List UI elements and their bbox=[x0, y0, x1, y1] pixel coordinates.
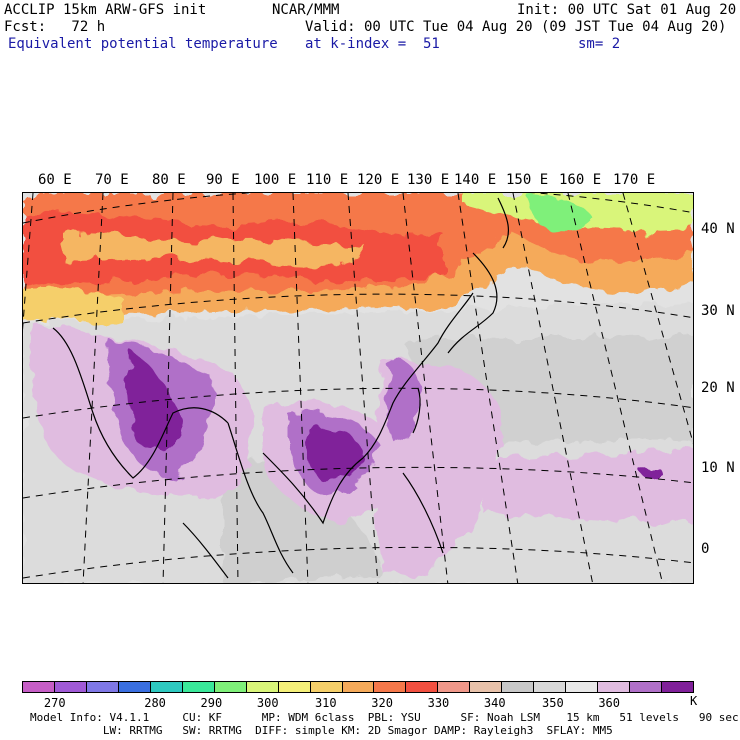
latitude-label: 0 bbox=[701, 541, 710, 557]
longitude-label: 170 E bbox=[613, 172, 656, 188]
longitude-label: 160 E bbox=[559, 172, 602, 188]
colorbar-swatch bbox=[566, 682, 599, 692]
longitude-label: 130 E bbox=[407, 172, 450, 188]
longitude-label: 80 E bbox=[152, 172, 186, 188]
latitude-label: 10 N bbox=[701, 460, 735, 476]
colorbar-swatch bbox=[246, 682, 279, 692]
longitude-label: 100 E bbox=[254, 172, 297, 188]
longitude-label: 120 E bbox=[357, 172, 400, 188]
colorbar-swatch bbox=[470, 682, 503, 692]
level-label: at k-index = 51 bbox=[305, 36, 440, 52]
longitude-label: 150 E bbox=[506, 172, 549, 188]
colorbar-swatch bbox=[118, 682, 151, 692]
colorbar-swatch bbox=[86, 682, 119, 692]
coastlines bbox=[52, 197, 510, 579]
colorbar-swatch bbox=[534, 682, 567, 692]
colorbar-tick-label: 350 bbox=[542, 696, 564, 710]
colorbar-tick-label: 310 bbox=[314, 696, 337, 710]
colorbar-swatch bbox=[150, 682, 183, 692]
colorbar-swatch bbox=[214, 682, 247, 692]
latitude-label: 20 N bbox=[701, 380, 735, 396]
colorbar-swatch bbox=[182, 682, 215, 692]
model-info-line2: LW: RRTMG SW: RRTMG DIFF: simple KM: 2D … bbox=[30, 724, 613, 737]
colorbar-swatch bbox=[630, 682, 663, 692]
colorbar-tick-label: 280 bbox=[144, 696, 166, 710]
colorbar-swatch bbox=[502, 682, 535, 692]
colorbar-swatch bbox=[406, 682, 439, 692]
latitude-label: 30 N bbox=[701, 303, 735, 319]
longitude-label: 90 E bbox=[206, 172, 240, 188]
colorbar-swatch bbox=[438, 682, 471, 692]
model-title: ACCLIP 15km ARW-GFS init bbox=[4, 2, 207, 18]
colorbar-unit: K bbox=[690, 694, 698, 708]
colorbar-tick-label: 290 bbox=[200, 696, 223, 710]
colorbar-tick-label: 340 bbox=[483, 696, 506, 710]
valid-time: Valid: 00 UTC Tue 04 Aug 20 (09 JST Tue … bbox=[305, 19, 727, 35]
colorbar-swatch bbox=[662, 682, 694, 692]
colorbar-tick-label: 270 bbox=[43, 696, 66, 710]
longitude-label: 70 E bbox=[95, 172, 129, 188]
colorbar-swatch bbox=[23, 682, 55, 692]
longitude-label: 140 E bbox=[454, 172, 497, 188]
smoothing-label: sm= 2 bbox=[578, 36, 621, 52]
colorbar-tick-label: 320 bbox=[371, 696, 393, 710]
latitude-label: 40 N bbox=[701, 221, 735, 237]
colorbar-swatch bbox=[374, 682, 407, 692]
colorbar-swatch bbox=[598, 682, 631, 692]
theta-e-field bbox=[23, 193, 693, 583]
forecast-hour: Fcst: 72 h bbox=[4, 19, 106, 35]
model-info-line1: Model Info: V4.1.1 CU: KF MP: WDM 6class… bbox=[30, 711, 739, 724]
colorbar-swatch bbox=[310, 682, 343, 692]
variable-name: Equivalent potential temperature bbox=[8, 36, 278, 52]
colorbar-swatch bbox=[54, 682, 87, 692]
institution-label: NCAR/MMM bbox=[272, 2, 340, 18]
longitude-label: 60 E bbox=[38, 172, 72, 188]
colorbar-tick-label: 330 bbox=[427, 696, 450, 710]
init-time: Init: 00 UTC Sat 01 Aug 20 bbox=[517, 2, 737, 18]
map-panel bbox=[22, 192, 694, 584]
longitude-label: 110 E bbox=[306, 172, 349, 188]
graticule bbox=[23, 193, 693, 583]
colorbar-tick-label: 300 bbox=[256, 696, 279, 710]
colorbar bbox=[22, 681, 694, 693]
colorbar-tick-label: 360 bbox=[598, 696, 620, 710]
colorbar-swatch bbox=[278, 682, 311, 692]
colorbar-swatch bbox=[342, 682, 375, 692]
